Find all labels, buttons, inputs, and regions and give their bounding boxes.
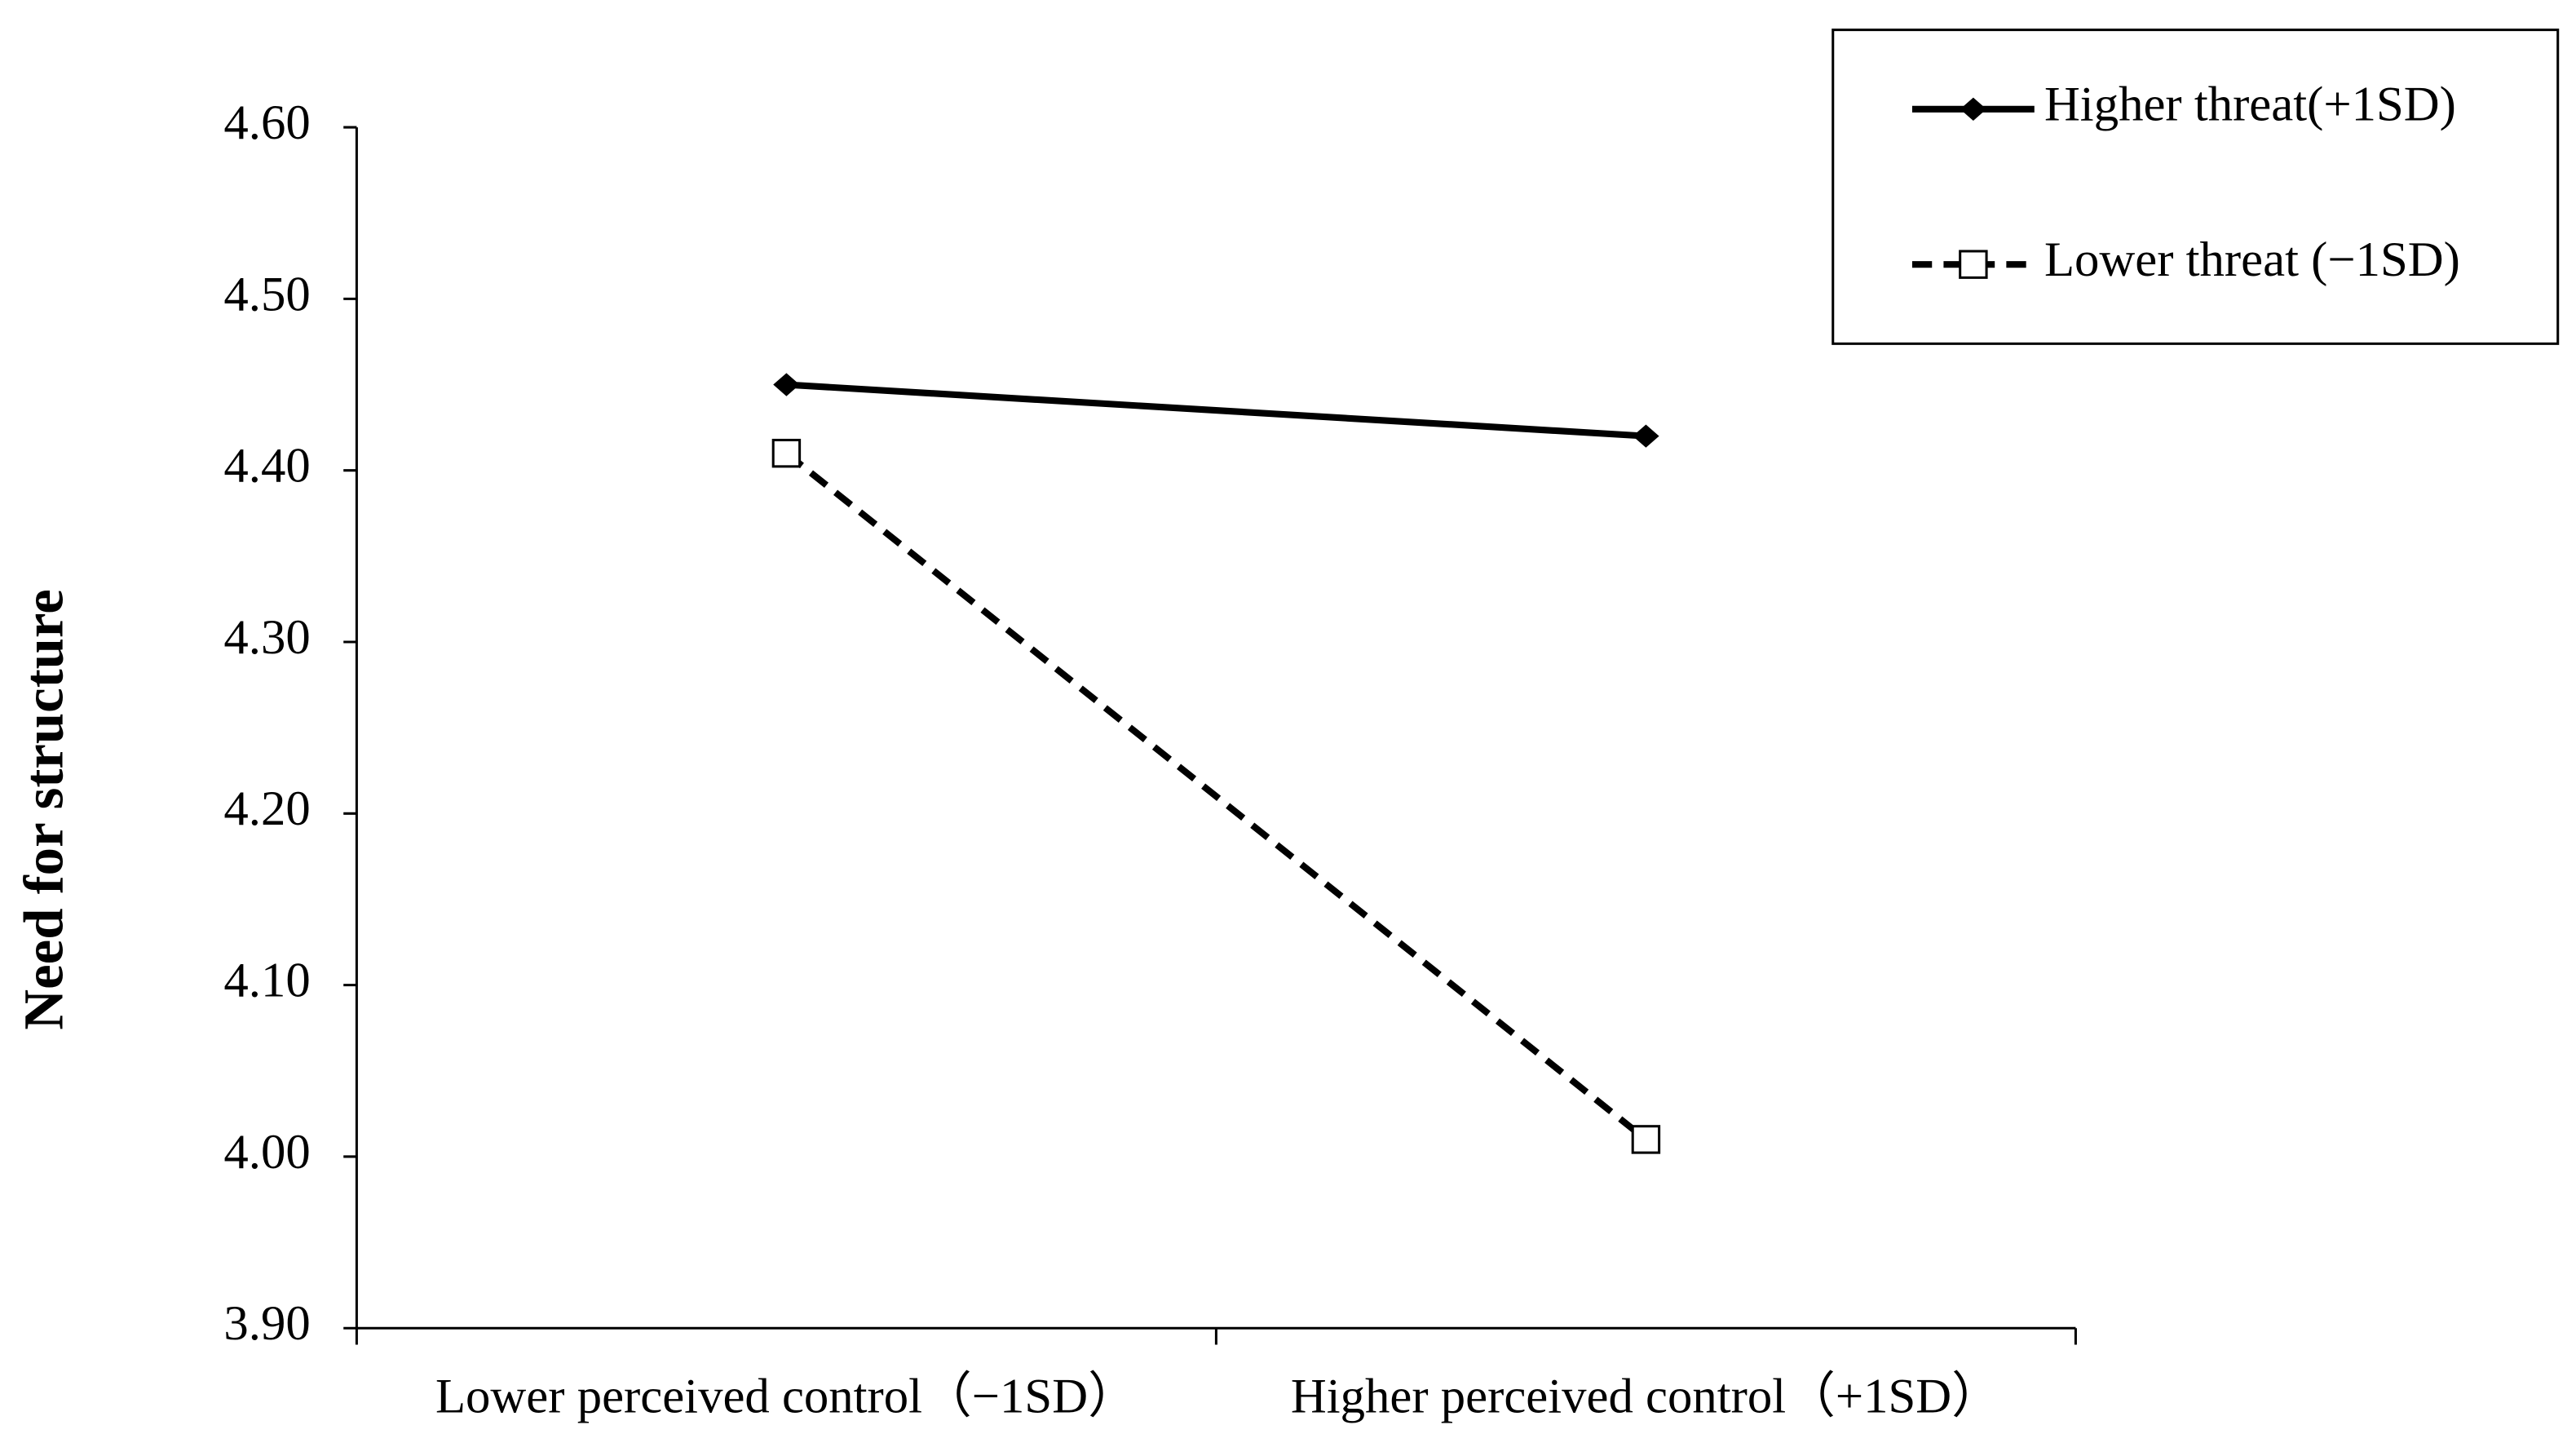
x-tick-label: Lower perceived control（−1SD）	[435, 1369, 1138, 1423]
marker	[1633, 424, 1659, 448]
y-tick-label: 4.60	[223, 95, 310, 150]
y-tick-label: 4.00	[223, 1125, 310, 1180]
legend-label: Lower threat (−1SD)	[2044, 232, 2460, 287]
y-tick-label: 4.20	[223, 781, 310, 836]
x-tick-label: Higher perceived control（+1SD）	[1291, 1369, 2001, 1423]
y-tick-label: 4.10	[223, 954, 310, 1008]
y-axis-label: Need for structure	[13, 589, 75, 1029]
series-line	[784, 450, 1648, 1143]
marker	[771, 438, 802, 468]
y-tick-label: 4.30	[223, 610, 310, 665]
marker	[773, 373, 800, 396]
legend-box	[1831, 29, 2560, 345]
series-line	[786, 381, 1646, 440]
y-tick-label: 4.40	[223, 439, 310, 493]
y-tick-label: 4.50	[223, 267, 310, 321]
y-tick-label: 3.90	[223, 1296, 310, 1351]
marker	[1959, 250, 1988, 279]
legend-label: Higher threat(+1SD)	[2044, 77, 2456, 132]
marker	[1631, 1125, 1661, 1154]
